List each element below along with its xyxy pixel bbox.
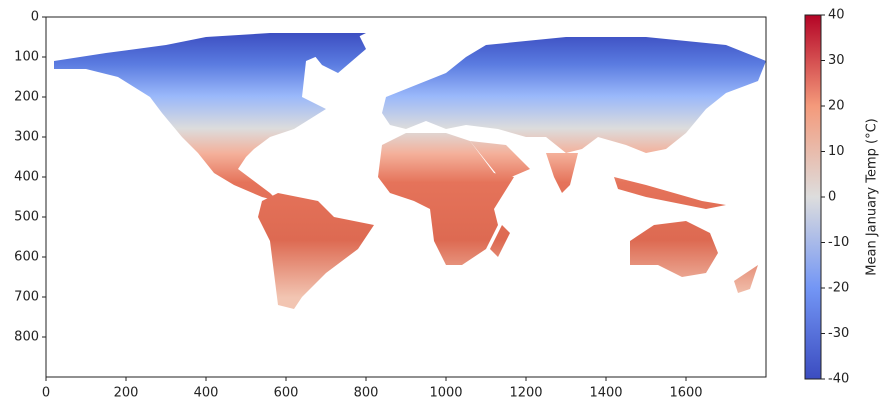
map <box>54 33 766 309</box>
x-tick-label: 400 <box>194 386 219 401</box>
colorbar-tick-label: 10 <box>828 144 845 159</box>
y-tick-label: 700 <box>14 290 39 305</box>
y-tick-label: 0 <box>31 10 39 25</box>
madagascar <box>490 225 510 257</box>
x-tick-label: 1200 <box>509 386 542 401</box>
y-tick-label: 100 <box>14 50 39 65</box>
y-tick-label: 300 <box>14 130 39 145</box>
plot-frame <box>45 16 767 378</box>
x-tick-label: 200 <box>114 386 139 401</box>
x-tick-label: 0 <box>42 386 50 401</box>
y-tick-label: 200 <box>14 90 39 105</box>
australia <box>630 221 718 277</box>
colorbar <box>804 14 822 380</box>
colorbar-tick-label: -30 <box>828 326 849 341</box>
greenland <box>294 33 366 73</box>
colorbar-label: Mean January Temp (°C) <box>865 118 880 275</box>
africa <box>378 133 514 265</box>
eurasia <box>382 37 766 153</box>
colorbar-tick-label: -10 <box>828 235 849 250</box>
x-tick-label: 1600 <box>669 386 702 401</box>
colorbar-tick-label: 40 <box>828 8 845 23</box>
x-tick-label: 1400 <box>589 386 622 401</box>
india <box>546 153 578 193</box>
colorbar-tick-label: 30 <box>828 53 845 68</box>
arabia <box>470 141 530 181</box>
x-tick-label: 600 <box>274 386 299 401</box>
y-tick-label: 400 <box>14 170 39 185</box>
south-america <box>258 193 374 309</box>
y-tick-label: 800 <box>14 330 39 345</box>
y-tick-label: 600 <box>14 250 39 265</box>
x-tick-label: 800 <box>354 386 379 401</box>
southeast-asia <box>614 177 726 209</box>
colorbar-tick-label: 20 <box>828 99 845 114</box>
colorbar-tick-label: -20 <box>828 281 849 296</box>
colorbar-tick-label: -40 <box>828 372 849 387</box>
north-america <box>54 33 366 201</box>
colorbar-tick-label: 0 <box>828 190 836 205</box>
new-zealand <box>734 265 758 293</box>
y-tick-label: 500 <box>14 210 39 225</box>
x-tick-label: 1000 <box>429 386 462 401</box>
